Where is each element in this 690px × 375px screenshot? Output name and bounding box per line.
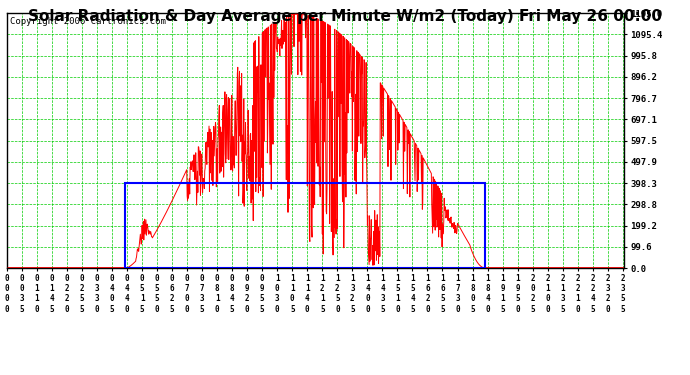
Text: Solar Radiation & Day Average per Minute W/m2 (Today) Fri May 26 00:00: Solar Radiation & Day Average per Minute… <box>28 9 662 24</box>
Text: Copyright 2006 Cartronics.com: Copyright 2006 Cartronics.com <box>10 17 166 26</box>
Bar <box>125 183 485 268</box>
